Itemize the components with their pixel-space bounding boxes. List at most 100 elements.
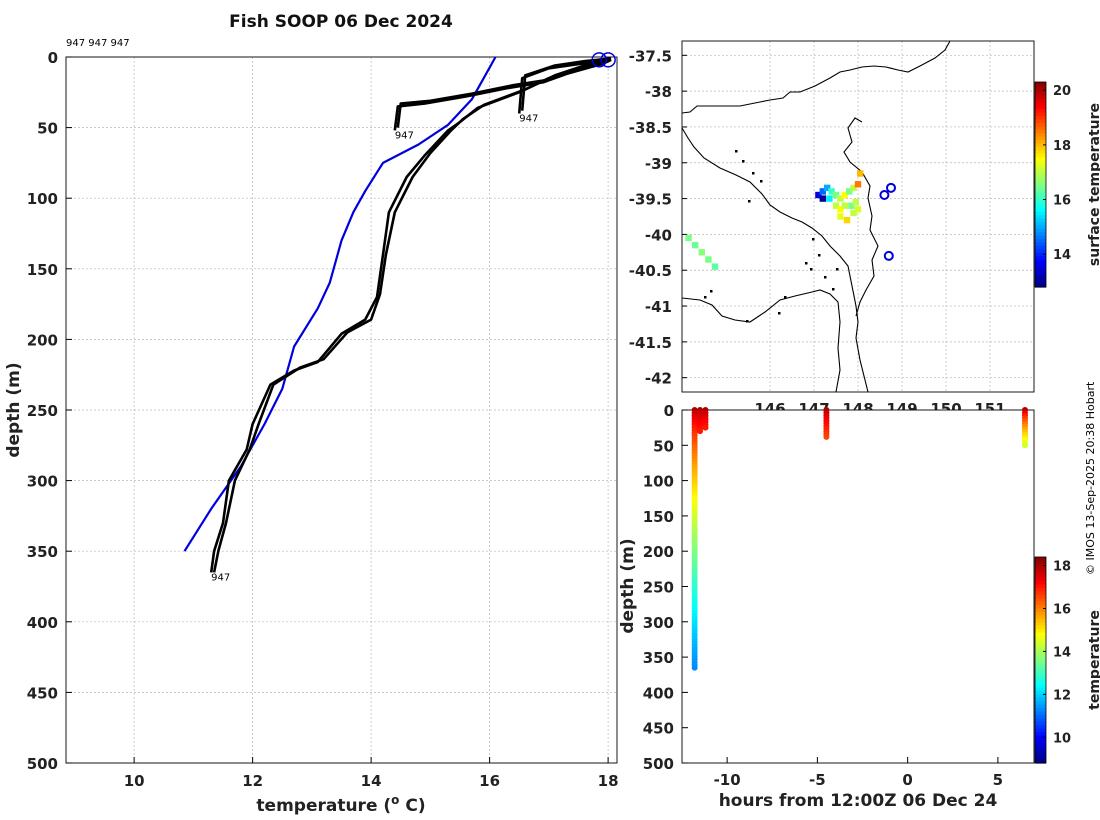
temp-colorbar-segment bbox=[1035, 601, 1046, 606]
sst-point bbox=[850, 209, 857, 217]
temp-colorbar-segment bbox=[1035, 680, 1046, 685]
plot-frame bbox=[65, 56, 618, 764]
coastline bbox=[843, 117, 879, 317]
y-tick-label: 150 bbox=[27, 261, 58, 279]
island-dot bbox=[832, 288, 835, 291]
temp-colorbar-segment bbox=[1035, 570, 1046, 575]
sst-colorbar-segment bbox=[1035, 249, 1046, 254]
sst-colorbar-segment bbox=[1035, 194, 1046, 199]
sst-point bbox=[837, 195, 844, 202]
temp-colorbar-segment bbox=[1035, 598, 1046, 603]
temp-colorbar-segment bbox=[1035, 574, 1046, 579]
sst-point bbox=[846, 188, 853, 195]
island-dot bbox=[710, 290, 713, 293]
temp-colorbar-segment bbox=[1035, 581, 1046, 586]
sst-point bbox=[828, 188, 835, 195]
temp-colorbar-segment bbox=[1035, 711, 1046, 716]
temp-colorbar-tick-label: 18 bbox=[1053, 560, 1071, 575]
sst-colorbar-tick-label: 18 bbox=[1053, 139, 1071, 154]
temp-colorbar-segment bbox=[1035, 635, 1046, 640]
sst-colorbar-segment bbox=[1035, 109, 1046, 114]
sst-colorbar-segment bbox=[1035, 201, 1046, 206]
profile-annotation: 947 bbox=[519, 114, 538, 125]
sst-point bbox=[854, 206, 862, 213]
island-dot bbox=[704, 296, 707, 299]
sst-colorbar-segment bbox=[1035, 167, 1046, 172]
sst-colorbar-tick-label: 16 bbox=[1053, 194, 1071, 209]
credit-text: © IMOS 13-Sep-2025 20:38 Hobart bbox=[1084, 381, 1097, 575]
temp-colorbar-segment bbox=[1035, 718, 1046, 723]
profile-marker bbox=[600, 52, 616, 68]
sst-point bbox=[832, 191, 840, 199]
coastline bbox=[681, 40, 951, 114]
temp-colorbar-segment bbox=[1035, 605, 1046, 610]
temp-colorbar-frame bbox=[1034, 556, 1047, 764]
sst-colorbar-segment bbox=[1035, 160, 1046, 165]
temp-colorbar-segment bbox=[1035, 694, 1046, 699]
temp-colorbar-tick-label: 10 bbox=[1053, 731, 1071, 746]
temperature-sample bbox=[702, 424, 709, 431]
hov-y-tick-label: 350 bbox=[643, 649, 674, 667]
map-y-tick-label: -39.5 bbox=[629, 191, 672, 209]
y-tick-label: 500 bbox=[27, 755, 58, 773]
temp-colorbar-segment bbox=[1035, 591, 1046, 596]
hov-y-tick-label: 250 bbox=[643, 579, 674, 597]
map-y-tick-label: -40 bbox=[645, 226, 672, 244]
temp-colorbar-segment bbox=[1035, 625, 1046, 630]
hov-y-tick-label: 150 bbox=[643, 508, 674, 526]
sst-colorbar-segment bbox=[1035, 239, 1046, 244]
temp-colorbar-tick-label: 16 bbox=[1053, 603, 1071, 618]
sst-colorbar-segment bbox=[1035, 174, 1046, 179]
sst-colorbar-segment bbox=[1035, 205, 1046, 210]
coastline bbox=[681, 127, 869, 393]
sst-colorbar-segment bbox=[1035, 170, 1046, 175]
map-y-tick-label: -39 bbox=[645, 155, 672, 173]
hov-y-tick-label: 200 bbox=[643, 543, 674, 561]
sst-point bbox=[837, 213, 844, 220]
y-tick-label: 200 bbox=[27, 331, 58, 349]
temp-colorbar-segment bbox=[1035, 666, 1046, 671]
sst-colorbar-frame bbox=[1034, 81, 1047, 288]
sst-colorbar-segment bbox=[1035, 252, 1046, 257]
temp-colorbar-segment bbox=[1035, 670, 1046, 675]
sst-point bbox=[837, 206, 844, 213]
sst-point bbox=[848, 202, 855, 209]
hov-x-tick-label: -5 bbox=[809, 771, 826, 789]
temp-colorbar-segment bbox=[1035, 738, 1046, 743]
island-dot bbox=[778, 312, 781, 315]
temp-colorbar-segment bbox=[1035, 622, 1046, 627]
sst-colorbar-segment bbox=[1035, 191, 1046, 196]
island-dot bbox=[810, 268, 813, 271]
x-tick-label: 12 bbox=[242, 772, 263, 790]
temp-colorbar-segment bbox=[1035, 587, 1046, 592]
sst-colorbar-segment bbox=[1035, 218, 1046, 223]
sst-point bbox=[705, 256, 712, 263]
temp-colorbar-segment bbox=[1035, 563, 1046, 568]
sst-colorbar-segment bbox=[1035, 116, 1046, 121]
sst-colorbar-segment bbox=[1035, 129, 1046, 134]
profile-location-marker bbox=[879, 190, 890, 201]
temp-colorbar-tick-label: 12 bbox=[1053, 688, 1071, 703]
hov-y-axis-label: depth (m) bbox=[618, 538, 638, 633]
sst-point bbox=[819, 195, 826, 202]
map-y-tick-label: -37.5 bbox=[629, 47, 672, 65]
sst-colorbar-segment bbox=[1035, 99, 1046, 104]
sst-colorbar-segment bbox=[1035, 146, 1046, 151]
temp-colorbar-segment bbox=[1035, 653, 1046, 658]
sst-colorbar-segment bbox=[1035, 133, 1046, 138]
sst-point bbox=[857, 170, 864, 177]
map-y-tick-label: -38 bbox=[645, 83, 672, 101]
island-dot bbox=[818, 254, 821, 257]
temp-colorbar-segment bbox=[1035, 742, 1046, 747]
temp-colorbar-segment bbox=[1035, 684, 1046, 689]
sst-colorbar-segment bbox=[1035, 215, 1046, 220]
sst-colorbar-segment bbox=[1035, 153, 1046, 158]
temp-colorbar-segment bbox=[1035, 663, 1046, 668]
island-dot bbox=[760, 180, 763, 183]
sst-colorbar-segment bbox=[1035, 276, 1046, 281]
series-line-4 bbox=[396, 58, 612, 128]
x-axis-label-sup: o bbox=[391, 793, 399, 807]
temp-colorbar-segment bbox=[1035, 697, 1046, 702]
x-tick-label: 16 bbox=[479, 772, 500, 790]
